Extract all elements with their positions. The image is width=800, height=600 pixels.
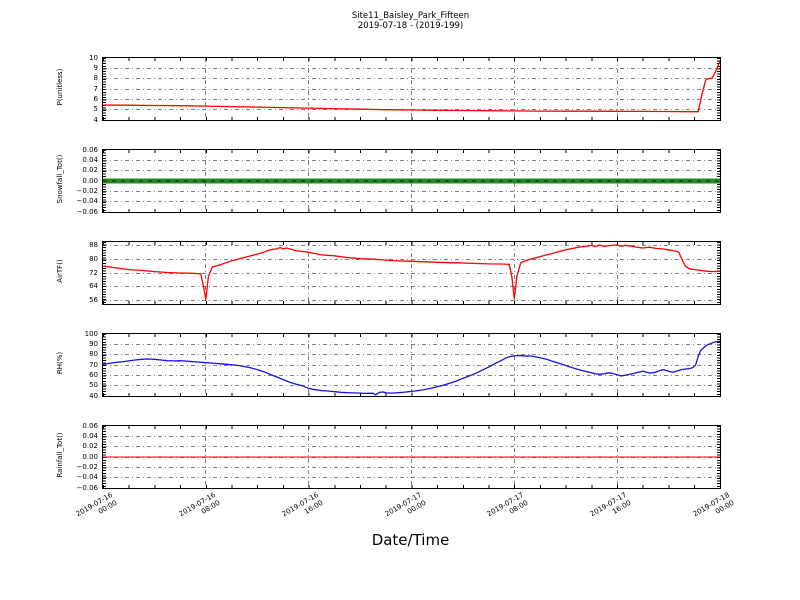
figure-title-line1: Site11_Baisley_Park_Fifteen bbox=[351, 11, 470, 21]
figure-title-line2: 2019-07-18 - (2019-199) bbox=[357, 21, 464, 31]
y-tick-label: 0.06 bbox=[82, 145, 98, 154]
subplot-rh bbox=[102, 333, 721, 397]
subplot-airtf bbox=[102, 241, 721, 305]
minor-ticks-left bbox=[103, 58, 106, 120]
subplot-snowfall-tot bbox=[102, 149, 721, 213]
x-gridline bbox=[411, 334, 412, 396]
y-tick-label: 0.06 bbox=[82, 421, 98, 430]
zero-line-dashes bbox=[103, 180, 720, 182]
x-gridline bbox=[205, 242, 207, 304]
y-tick-label: 7 bbox=[93, 84, 98, 93]
x-gridline bbox=[205, 58, 207, 120]
x-gridline bbox=[616, 242, 618, 304]
y-tick-label: −0.02 bbox=[76, 186, 98, 195]
minor-ticks-top bbox=[103, 58, 720, 61]
y-tick-label: 5 bbox=[93, 105, 98, 114]
y-tick-label: 50 bbox=[89, 381, 98, 390]
y-tick-label: 60 bbox=[89, 370, 98, 379]
x-gridline bbox=[513, 58, 515, 120]
y-tick-label: 70 bbox=[89, 360, 98, 369]
y-tick-label: 10 bbox=[89, 53, 98, 62]
y-tick-label: 64 bbox=[89, 282, 98, 291]
x-gridline bbox=[411, 242, 412, 304]
series-line-AirTF bbox=[103, 244, 720, 300]
y-tick-label: 9 bbox=[93, 63, 98, 72]
y-tick-label: 8 bbox=[93, 74, 98, 83]
figure-title: Site11_Baisley_Park_Fifteen 2019-07-18 -… bbox=[102, 11, 719, 31]
y-tick-label: 40 bbox=[89, 391, 98, 400]
minor-ticks-top bbox=[103, 150, 720, 153]
minor-ticks-bottom bbox=[103, 209, 720, 212]
y-tick-label: 0.02 bbox=[82, 442, 98, 451]
x-gridline bbox=[513, 242, 515, 304]
y-tick-label: 88 bbox=[89, 240, 98, 249]
x-gridline bbox=[308, 58, 310, 120]
minor-ticks-left bbox=[103, 242, 106, 304]
subplot-rainfall-tot bbox=[102, 425, 721, 489]
y-tick-label: 0.00 bbox=[82, 452, 98, 461]
minor-ticks-top bbox=[103, 242, 720, 245]
y-tick-label: −0.06 bbox=[76, 483, 98, 492]
y-tick-label: −0.06 bbox=[76, 207, 98, 216]
minor-ticks-right bbox=[717, 334, 720, 396]
x-gridline bbox=[308, 334, 310, 396]
y-tick-label: −0.02 bbox=[76, 462, 98, 471]
minor-ticks-bottom bbox=[103, 393, 720, 396]
minor-ticks-right bbox=[717, 58, 720, 120]
minor-ticks-left bbox=[103, 334, 106, 396]
y-tick-label: 4 bbox=[93, 115, 98, 124]
series-line-P bbox=[103, 60, 720, 113]
y-tick-label: 0.02 bbox=[82, 166, 98, 175]
y-tick-label: 80 bbox=[89, 350, 98, 359]
x-gridline bbox=[616, 334, 618, 396]
y-tick-label: −0.04 bbox=[76, 473, 98, 482]
minor-ticks-bottom bbox=[103, 301, 720, 304]
y-tick-label: −0.04 bbox=[76, 197, 98, 206]
x-gridline bbox=[513, 334, 515, 396]
minor-ticks-top bbox=[103, 334, 720, 337]
x-gridline bbox=[411, 58, 412, 120]
series-line-RH bbox=[103, 340, 720, 396]
x-gridline bbox=[308, 242, 310, 304]
y-tick-label: 0.04 bbox=[82, 155, 98, 164]
subplot-p-unitless bbox=[102, 57, 721, 121]
y-tick-label: 90 bbox=[89, 339, 98, 348]
y-tick-label: 0.00 bbox=[82, 176, 98, 185]
y-tick-label: 56 bbox=[89, 296, 98, 305]
y-tick-label: 0.04 bbox=[82, 431, 98, 440]
series-plot bbox=[103, 60, 720, 113]
minor-ticks-right bbox=[717, 242, 720, 304]
y-tick-label: 80 bbox=[89, 254, 98, 263]
x-gridline bbox=[616, 58, 618, 120]
y-tick-label: 6 bbox=[93, 94, 98, 103]
series-plot bbox=[103, 244, 720, 300]
series-plot bbox=[103, 456, 720, 458]
y-tick-label: 100 bbox=[84, 329, 98, 338]
x-gridline bbox=[205, 334, 207, 396]
x-axis-title: Date/Time bbox=[371, 531, 450, 549]
minor-ticks-bottom bbox=[103, 117, 720, 120]
y-axis-title: Rainfall_Tot() bbox=[56, 432, 64, 478]
series-plot bbox=[103, 340, 720, 396]
y-tick-label: 72 bbox=[89, 268, 98, 277]
minor-ticks-bottom bbox=[103, 485, 720, 488]
minor-ticks-top bbox=[103, 426, 720, 429]
